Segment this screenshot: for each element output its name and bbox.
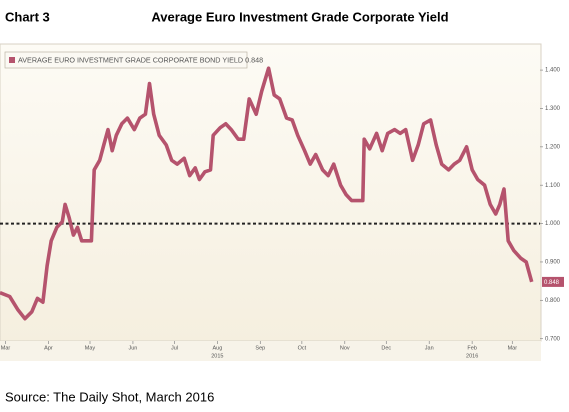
legend-label: AVERAGE EURO INVESTMENT GRADE CORPORATE … xyxy=(18,55,263,64)
x-tick-label: Apr xyxy=(44,345,53,351)
x-tick-label: Sep xyxy=(255,345,265,351)
line xyxy=(0,66,534,321)
year-label: 2016 xyxy=(466,353,478,359)
y-tick-label: 0.800 xyxy=(545,298,561,304)
x-tick-label: Aug xyxy=(212,345,222,351)
x-tick-label: Feb xyxy=(467,345,476,351)
y-tick-label: 1.400 xyxy=(545,68,561,74)
y-tick-label: 0.900 xyxy=(545,260,561,266)
x-axis-band xyxy=(0,341,541,361)
legend-swatch xyxy=(9,57,15,63)
x-tick-label: Mar xyxy=(1,345,11,351)
x-tick-label: Jul xyxy=(171,345,178,351)
last-value-box xyxy=(542,276,564,287)
y-tick-label: 1.100 xyxy=(545,183,561,189)
y-tick-label: 1.300 xyxy=(545,106,561,112)
last-value-label: 0.848 xyxy=(544,280,560,286)
year-label: 2015 xyxy=(211,353,223,359)
plot-area xyxy=(0,43,542,342)
y-tick-label: 1.000 xyxy=(545,221,561,227)
y-tick-label: 0.700 xyxy=(545,336,561,342)
x-tick-label: Oct xyxy=(298,345,307,351)
x-tick-label: Jan xyxy=(425,345,434,351)
legend-box xyxy=(4,51,248,69)
source: Source: The Daily Shot, March 2016 xyxy=(5,389,214,404)
chart-title: Average Euro Investment Grade Corporate … xyxy=(151,9,448,24)
x-tick-label: May xyxy=(85,345,96,351)
y-tick-label: 1.200 xyxy=(545,144,561,150)
x-tick-label: Nov xyxy=(340,345,350,351)
x-tick-label: Jun xyxy=(128,345,137,351)
chart-label: Chart 3 xyxy=(5,9,50,24)
x-tick-label: Mar xyxy=(508,345,518,351)
x-tick-label: Dec xyxy=(381,345,391,351)
